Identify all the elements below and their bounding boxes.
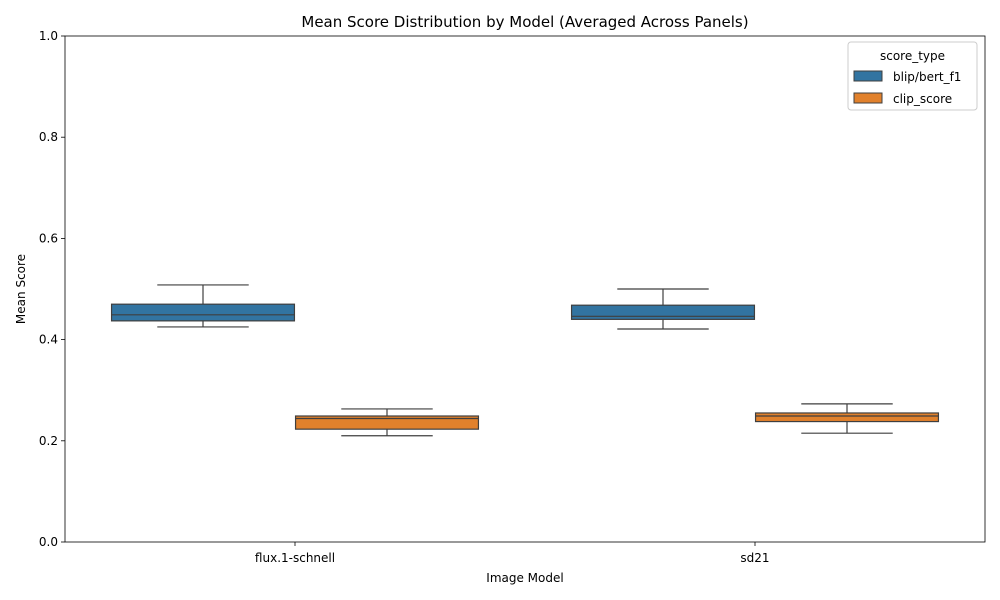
box-blip-bert-f1-flux-1-schnell — [110, 284, 296, 328]
chart-title: Mean Score Distribution by Model (Averag… — [301, 13, 748, 31]
x-tick-label: sd21 — [740, 551, 769, 565]
x-axis-label: Image Model — [486, 571, 563, 585]
box-iqr — [294, 415, 480, 430]
box-iqr — [110, 303, 296, 322]
legend-swatch — [853, 70, 883, 82]
legend: score_type blip/bert_f1 clip_score — [847, 41, 978, 111]
box-blip-bert-f1-sd21 — [570, 288, 756, 330]
y-tick-label: 0.4 — [39, 333, 58, 347]
y-axis: 0.0 0.2 0.4 0.6 0.8 1.0 — [39, 29, 65, 549]
box-clip-score-sd21 — [754, 403, 940, 434]
legend-title: score_type — [880, 49, 945, 63]
box-clip-score-flux-1-schnell — [294, 408, 480, 437]
y-tick-label: 0.6 — [39, 231, 58, 245]
plot-area — [110, 284, 940, 437]
x-tick-label: flux.1-schnell — [255, 551, 335, 565]
y-tick-label: 1.0 — [39, 29, 58, 43]
legend-entry-label: blip/bert_f1 — [893, 70, 961, 84]
y-axis-label: Mean Score — [14, 254, 28, 324]
box-iqr — [570, 304, 756, 320]
y-tick-label: 0.2 — [39, 434, 58, 448]
x-axis: flux.1-schnell sd21 — [255, 542, 770, 565]
box-iqr — [754, 412, 940, 423]
y-tick-label: 0.8 — [39, 130, 58, 144]
legend-swatch — [853, 92, 883, 104]
y-tick-label: 0.0 — [39, 535, 58, 549]
legend-entry-label: clip_score — [893, 92, 952, 106]
axes-frame — [64, 35, 986, 543]
